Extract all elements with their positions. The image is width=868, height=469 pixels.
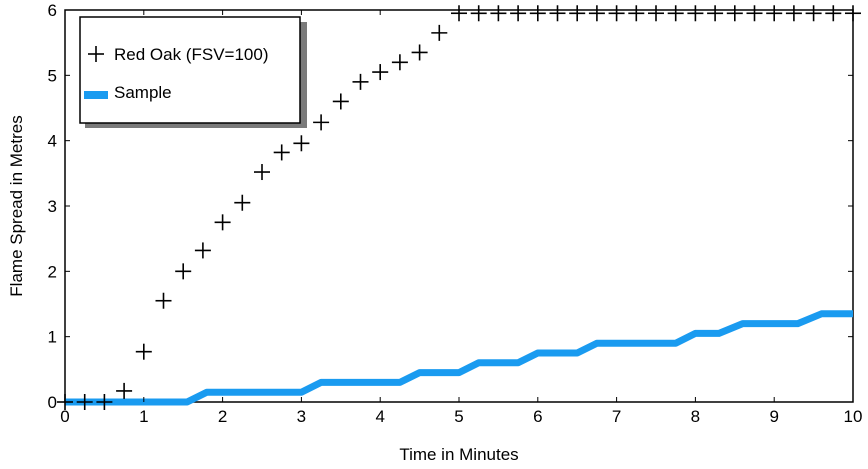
- y-axis-ticks: 0 1 2 3 4 5 6: [48, 1, 853, 412]
- legend-label-sample: Sample: [114, 83, 172, 102]
- x-tick-label: 3: [297, 407, 306, 426]
- data-point-red-oak: [293, 135, 310, 152]
- data-point-red-oak: [470, 5, 487, 22]
- data-point-red-oak: [194, 242, 211, 259]
- data-point-red-oak: [175, 263, 192, 280]
- data-point-red-oak: [352, 73, 369, 90]
- data-point-red-oak: [155, 292, 172, 309]
- data-point-red-oak: [273, 144, 290, 161]
- x-tick-label: 0: [60, 407, 69, 426]
- data-point-red-oak: [135, 343, 152, 360]
- chart-marks: [57, 5, 861, 410]
- data-point-red-oak: [825, 5, 842, 22]
- y-tick-label: 2: [48, 262, 57, 281]
- data-point-red-oak: [569, 5, 586, 22]
- legend-marker-sample-swatch: [84, 91, 108, 99]
- data-point-red-oak: [411, 44, 428, 61]
- x-tick-label: 6: [533, 407, 542, 426]
- y-tick-label: 5: [48, 66, 57, 85]
- data-point-red-oak: [588, 5, 605, 22]
- x-tick-label: 1: [139, 407, 148, 426]
- data-point-red-oak: [214, 214, 231, 231]
- data-point-red-oak: [746, 5, 763, 22]
- data-point-red-oak: [391, 54, 408, 71]
- legend-box: [79, 16, 301, 124]
- x-tick-label: 8: [691, 407, 700, 426]
- y-tick-label: 3: [48, 197, 57, 216]
- data-point-red-oak: [76, 394, 93, 410]
- data-point-red-oak: [116, 382, 133, 399]
- x-tick-label: 5: [454, 407, 463, 426]
- x-tick-label: 10: [844, 407, 863, 426]
- data-point-red-oak: [313, 114, 330, 131]
- data-point-red-oak: [628, 5, 645, 22]
- data-point-red-oak: [332, 93, 349, 110]
- data-point-red-oak: [431, 24, 448, 41]
- data-point-red-oak: [490, 5, 507, 22]
- legend: Red Oak (FSV=100) Sample: [79, 16, 307, 128]
- data-point-red-oak: [254, 164, 270, 181]
- legend-label-red-oak: Red Oak (FSV=100): [114, 45, 269, 64]
- legend-marker-plus-icon: [88, 46, 104, 62]
- x-axis-ticks: 0 1 2 3 4 5 6 7 8 9 10: [60, 10, 862, 426]
- data-point-red-oak: [234, 194, 251, 211]
- y-tick-label: 0: [48, 393, 57, 412]
- x-tick-label: 9: [769, 407, 778, 426]
- data-point-red-oak: [785, 5, 802, 22]
- data-point-red-oak: [372, 64, 389, 81]
- series-line-sample: [65, 310, 853, 406]
- data-point-red-oak: [510, 5, 527, 22]
- data-point-red-oak: [667, 5, 684, 22]
- x-tick-label: 4: [375, 407, 384, 426]
- data-point-red-oak: [726, 5, 743, 22]
- data-point-red-oak: [707, 5, 724, 22]
- x-tick-label: 2: [218, 407, 227, 426]
- data-point-red-oak: [549, 5, 566, 22]
- data-point-red-oak: [96, 394, 113, 410]
- y-tick-label: 6: [48, 1, 57, 20]
- y-tick-label: 1: [48, 328, 57, 347]
- x-tick-label: 7: [612, 407, 621, 426]
- y-axis-title: Flame Spread in Metres: [7, 115, 26, 296]
- x-axis-title: Time in Minutes: [399, 445, 518, 464]
- y-tick-label: 4: [48, 132, 57, 151]
- data-point-red-oak: [648, 5, 664, 22]
- data-point-red-oak: [805, 5, 822, 22]
